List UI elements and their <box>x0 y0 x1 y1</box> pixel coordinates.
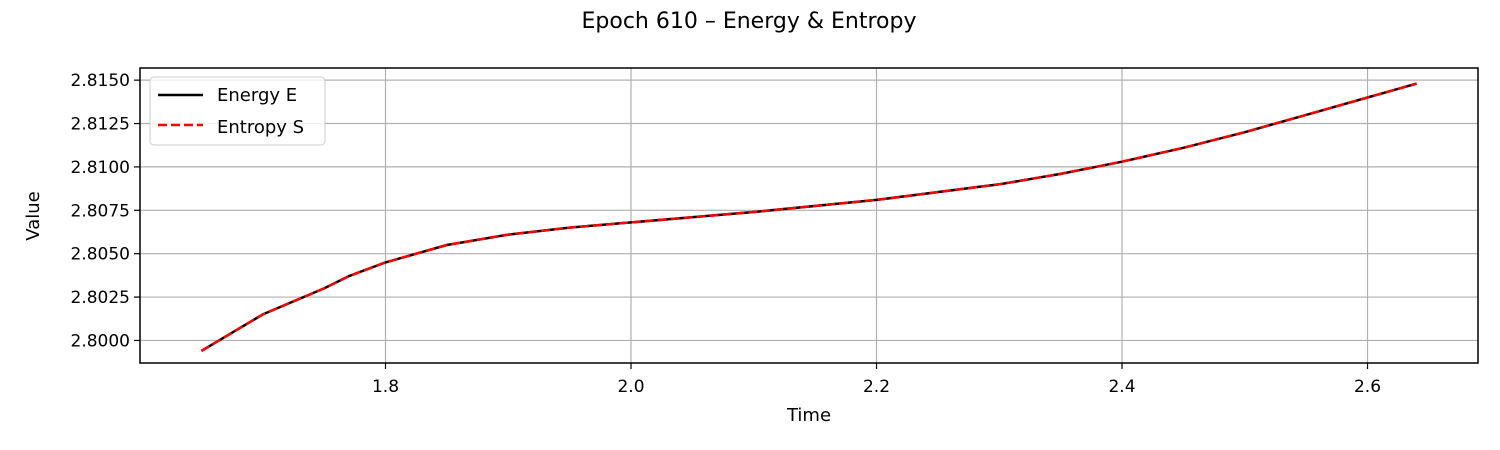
series-lines <box>200 82 1417 352</box>
legend-label-energy: Energy E <box>217 85 297 106</box>
x-tick-label: 2.2 <box>863 377 890 397</box>
legend: Energy E Entropy S <box>149 76 326 146</box>
y-tick-label: 2.8000 <box>71 331 130 351</box>
y-tick-label: 2.8125 <box>71 115 130 135</box>
x-tick-label: 2.0 <box>617 377 644 397</box>
x-axis-label: Time <box>786 405 831 426</box>
x-tick-label: 2.6 <box>1354 377 1381 397</box>
y-tick-label: 2.8025 <box>71 288 130 308</box>
y-tick-label: 2.8050 <box>71 245 130 265</box>
x-tick-label: 2.4 <box>1108 377 1135 397</box>
legend-label-entropy: Entropy S <box>217 117 304 138</box>
grid-lines <box>140 68 1478 363</box>
y-tick-label: 2.8100 <box>71 158 130 178</box>
x-tick-label: 1.8 <box>372 377 399 397</box>
y-tick-label: 2.8150 <box>71 71 130 91</box>
chart-title: Epoch 610 – Energy & Entropy <box>582 9 917 34</box>
y-tick-label: 2.8075 <box>71 201 130 221</box>
y-axis-label: Value <box>23 191 44 240</box>
axis-ticks: 1.8 2.0 2.2 2.4 2.6 2.8000 2.8025 2.8050 2.8075 2… <box>71 71 1382 397</box>
series-line-entropy-s <box>200 82 1417 352</box>
plot-frame <box>139 67 1479 364</box>
